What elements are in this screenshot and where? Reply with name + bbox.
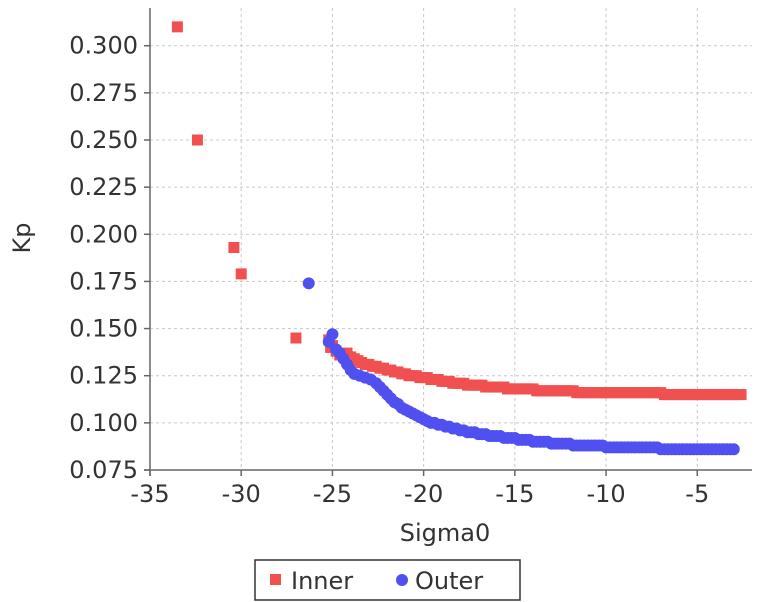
y-tick-label: 0.250 <box>69 126 138 154</box>
x-axis-ticks: -35 -30 -25 -20 -15 -10 -5 <box>130 470 709 508</box>
legend-square-icon <box>270 574 281 585</box>
data-point-outer <box>322 335 335 348</box>
x-tick-label: -35 <box>130 480 169 508</box>
data-point-inner <box>191 134 203 146</box>
y-tick-label: 0.200 <box>69 220 138 248</box>
x-axis-title: Sigma0 <box>400 519 491 547</box>
y-tick-label: 0.275 <box>69 79 138 107</box>
x-tick-label: -25 <box>313 480 352 508</box>
data-point-outer <box>727 443 740 456</box>
data-point-inner <box>290 332 302 344</box>
data-point-inner <box>228 241 240 253</box>
legend-box <box>254 559 521 601</box>
y-tick-label: 0.300 <box>69 32 138 60</box>
legend-label-outer: Outer <box>415 567 483 595</box>
x-tick-label: -20 <box>404 480 443 508</box>
y-tick-label: 0.225 <box>69 173 138 201</box>
series-outer <box>302 277 740 456</box>
x-tick-label: -15 <box>495 480 534 508</box>
y-tick-label: 0.150 <box>69 315 138 343</box>
y-axis-title: Kp <box>8 223 36 254</box>
y-tick-label: 0.100 <box>69 409 138 437</box>
x-tick-label: -10 <box>586 480 625 508</box>
y-tick-label: 0.075 <box>69 456 138 484</box>
x-tick-label: -5 <box>685 480 709 508</box>
legend: Inner Outer <box>254 559 521 601</box>
series-inner <box>171 21 747 401</box>
plot-area <box>171 21 747 456</box>
data-point-inner <box>735 389 747 401</box>
y-tick-label: 0.125 <box>69 362 138 390</box>
x-tick-label: -30 <box>222 480 261 508</box>
y-tick-label: 0.175 <box>69 267 138 295</box>
data-point-inner <box>171 21 183 33</box>
axes <box>144 8 752 476</box>
data-point-outer <box>302 277 315 290</box>
legend-label-inner: Inner <box>291 567 353 595</box>
data-point-inner <box>235 268 247 280</box>
y-axis-ticks: 0.075 0.100 0.125 0.150 0.175 0.200 0.225 0.250… <box>69 32 150 484</box>
legend-circle-icon <box>396 574 408 586</box>
